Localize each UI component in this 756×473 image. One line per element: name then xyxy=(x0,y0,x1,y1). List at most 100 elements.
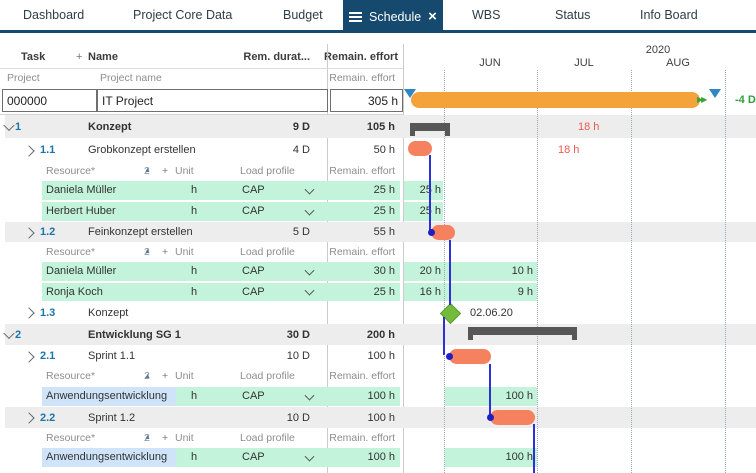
top-nav: Dashboard Project Core Data Budget Schedule… xyxy=(0,0,756,33)
resource-unit: h xyxy=(191,451,198,463)
task-name: Konzept xyxy=(88,307,129,319)
add-task-button[interactable]: + xyxy=(76,51,83,63)
col-resource: Resource* xyxy=(46,246,96,258)
resource-header-row: Resource* 2 ▲ + Unit Load profile Remain. effo… xyxy=(0,162,756,180)
task-rem-duration: 9 D xyxy=(292,121,310,133)
tab-status[interactable]: Status xyxy=(555,8,591,22)
tab-dashboard[interactable]: Dashboard xyxy=(23,8,85,22)
dependency-connector xyxy=(449,240,451,305)
pane-divider[interactable] xyxy=(403,44,404,473)
add-resource-button[interactable]: + xyxy=(162,370,169,382)
close-icon[interactable]: × xyxy=(428,8,437,25)
resource-name: Anwendungsentwicklung xyxy=(46,451,168,463)
resource-row: Anwendungsentwicklung h CAP 100 h 100 h xyxy=(0,386,756,407)
expand-chevron-icon[interactable] xyxy=(23,307,35,319)
resource-load-profile: CAP xyxy=(242,451,265,463)
resource-rem-effort: 25 h xyxy=(373,205,395,217)
project-id-input[interactable] xyxy=(2,89,97,112)
task-bar[interactable] xyxy=(449,349,491,364)
gantt-allocation-band xyxy=(404,202,443,221)
resource-row: Ronja Koch h CAP 25 h 16 h 9 h xyxy=(0,282,756,302)
resource-load-profile: CAP xyxy=(242,184,265,196)
task-bar[interactable] xyxy=(408,141,432,156)
col-unit: Unit xyxy=(175,370,194,382)
add-resource-button[interactable]: + xyxy=(162,165,169,177)
resource-row: Daniela Müller h CAP 25 h 25 h xyxy=(0,180,756,201)
project-start-marker-icon[interactable] xyxy=(404,89,416,98)
task-row-1.3[interactable]: 1.3 Konzept xyxy=(0,302,756,324)
resource-unit: h xyxy=(191,390,198,402)
task-number: 2.1 xyxy=(40,350,56,362)
summary-bar[interactable] xyxy=(410,123,450,136)
project-end-marker-icon[interactable] xyxy=(709,89,721,98)
task-number: 1.1 xyxy=(40,144,56,156)
tab-schedule[interactable]: Schedule × xyxy=(343,0,443,33)
subcol-rem-effort: Remain. effort xyxy=(329,72,395,84)
sort-asc-icon: ▲ xyxy=(144,248,151,255)
subcol-project: Project xyxy=(7,72,40,84)
menu-icon[interactable] xyxy=(349,11,363,22)
task-row-2[interactable]: 2 Entwicklung SG 1 30 D 200 h xyxy=(0,324,756,346)
add-resource-button[interactable]: + xyxy=(162,432,169,444)
col-rem-duration: Rem. durat... xyxy=(243,51,310,63)
tab-info-board[interactable]: Info Board xyxy=(640,8,698,22)
resource-load-profile: CAP xyxy=(242,286,265,298)
gantt-allocation-value: 25 h xyxy=(419,184,441,196)
task-rem-duration: 4 D xyxy=(292,144,310,156)
resource-row: Daniela Müller h CAP 30 h 20 h 10 h xyxy=(0,261,756,282)
header-divider xyxy=(0,68,403,69)
task-name: Entwicklung SG 1 xyxy=(88,329,181,341)
resource-rem-effort: 100 h xyxy=(367,390,395,402)
gantt-allocation-band xyxy=(404,283,537,301)
task-name: Konzept xyxy=(88,121,132,133)
task-row-1.1[interactable]: 1.1 Grobkonzept erstellen 4 D 50 h 18 h xyxy=(0,139,756,162)
project-name-input[interactable] xyxy=(97,89,328,112)
task-row-1.2[interactable]: 1.2 Feinkonzept erstellen 5 D 55 h xyxy=(0,222,756,243)
col-resource-rem-effort: Remain. effort xyxy=(329,165,395,177)
task-row-2.1[interactable]: 2.1 Sprint 1.1 10 D 100 h xyxy=(0,346,756,367)
summary-bar[interactable] xyxy=(468,327,577,340)
resource-rem-effort: 25 h xyxy=(373,184,395,196)
gantt-allocation-band xyxy=(404,262,537,281)
task-number: 1.2 xyxy=(40,226,56,238)
task-row-1[interactable]: 1 Konzept 9 D 105 h 18 h xyxy=(0,115,756,139)
dependency-dot xyxy=(487,414,494,421)
project-bar[interactable] xyxy=(411,92,700,108)
sort-asc-icon: ▲ xyxy=(144,434,151,441)
task-rem-duration: 10 D xyxy=(286,412,310,424)
resource-load-profile: CAP xyxy=(242,205,265,217)
col-rem-effort: Remain. effort xyxy=(324,51,398,63)
task-number: 1.3 xyxy=(40,307,56,319)
add-resource-button[interactable]: + xyxy=(162,246,169,258)
month-gridline xyxy=(725,70,726,473)
resource-band xyxy=(42,202,400,221)
resource-load-profile: CAP xyxy=(242,265,265,277)
gantt-allocation-value: 16 h xyxy=(419,286,441,298)
sort-asc-icon: ▲ xyxy=(144,373,151,380)
month-gridline xyxy=(444,70,445,473)
timeline-year-label: 2020 xyxy=(645,44,671,56)
expand-chevron-icon[interactable] xyxy=(23,350,35,363)
resource-rem-effort: 100 h xyxy=(367,451,395,463)
resource-load-profile: CAP xyxy=(242,390,265,402)
dependency-connector xyxy=(489,364,491,416)
task-bar[interactable] xyxy=(490,410,535,425)
project-effort-input[interactable] xyxy=(330,89,403,112)
project-delta-label: -4 D xyxy=(735,94,756,106)
task-row-2.2[interactable]: 2.2 Sprint 1.2 10 D 100 h xyxy=(0,407,756,429)
project-end-arrows-icon: ▶▶ xyxy=(697,95,707,104)
tab-wbs[interactable]: WBS xyxy=(472,8,501,22)
task-number: 2.2 xyxy=(40,412,56,424)
resource-name: Herbert Huber xyxy=(46,205,116,217)
resource-name-chip xyxy=(42,448,176,467)
task-number: 2 xyxy=(15,329,22,341)
task-bar[interactable] xyxy=(431,225,455,240)
expand-chevron-icon[interactable] xyxy=(23,144,35,157)
tab-project-core-data[interactable]: Project Core Data xyxy=(133,8,233,22)
col-resource: Resource* xyxy=(46,165,96,177)
row-shade xyxy=(5,222,756,242)
task-rem-duration: 30 D xyxy=(286,329,310,341)
resource-unit: h xyxy=(191,184,198,196)
col-resource: Resource* xyxy=(46,432,96,444)
tab-budget[interactable]: Budget xyxy=(283,8,323,22)
